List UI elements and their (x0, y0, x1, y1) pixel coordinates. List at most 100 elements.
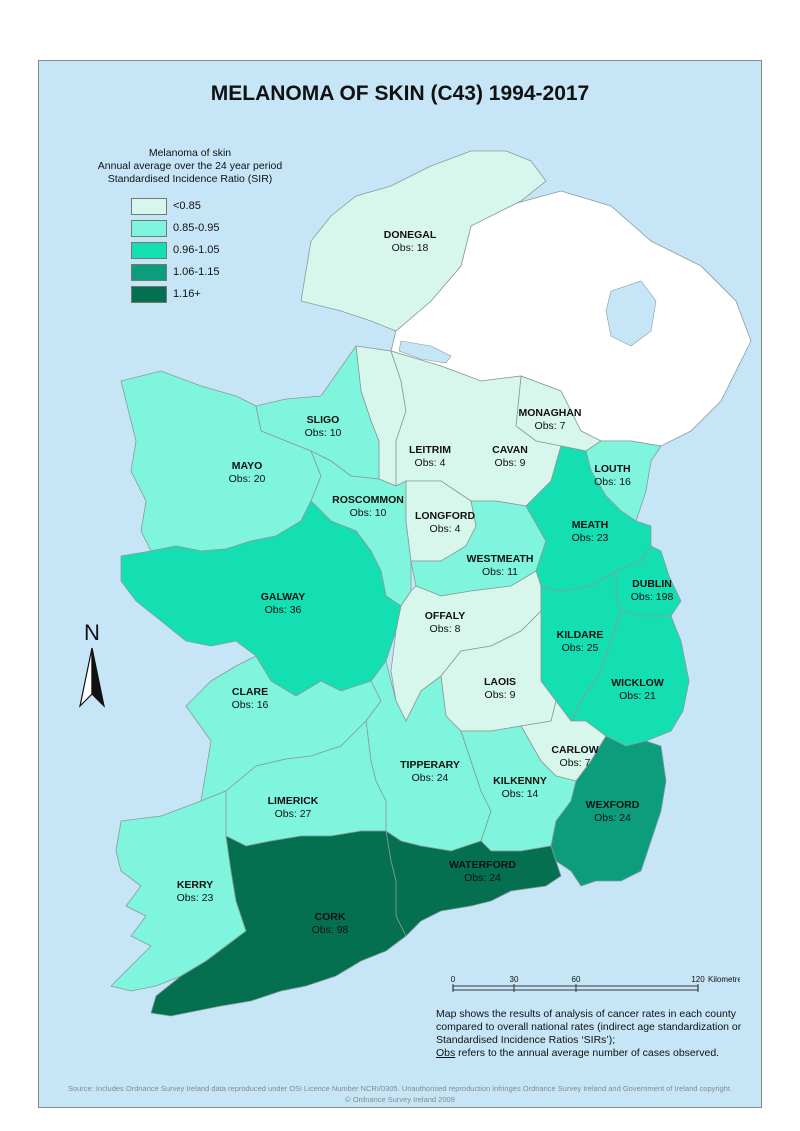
county-name: ROSCOMMON (332, 494, 404, 506)
legend-label-085-095: 0.85-0.95 (173, 222, 220, 234)
county-obs: Obs: 11 (482, 566, 518, 578)
county-label-kilkenny: KILKENNY Obs: 14 (480, 775, 560, 801)
county-name: KERRY (176, 879, 214, 891)
county-label-roscommon: ROSCOMMON Obs: 10 (318, 494, 418, 520)
county-cork-region[interactable] (150, 830, 407, 1017)
county-donegal-region[interactable] (300, 150, 547, 332)
scale-bar-graphic: 0 30 60 120 Kilometres (451, 975, 746, 992)
county-label-wexford: WEXFORD Obs: 24 (575, 799, 650, 825)
county-obs: Obs: 24 (464, 872, 501, 884)
north-arrow: N (62, 620, 122, 712)
county-name: KILDARE (556, 629, 604, 641)
legend-swatch-085-095 (131, 220, 167, 237)
county-obs: Obs: 8 (429, 623, 461, 635)
county-obs: Obs: 20 (228, 473, 266, 485)
county-name: WESTMEATH (466, 553, 534, 565)
county-name: GALWAY (260, 591, 306, 603)
lough-erne (398, 340, 452, 364)
county-name: LEITRIM (409, 444, 451, 456)
legend-swatch-106-115 (131, 264, 167, 281)
page-title: MELANOMA OF SKIN (C43) 1994-2017 (210, 82, 590, 105)
legend-heading-line-2: Annual average over the 24 year period (97, 160, 283, 172)
county-label-tipperary: TIPPERARY Obs: 24 (390, 759, 470, 785)
county-obs: Obs: 24 (411, 772, 449, 784)
county-label-meath: MEATH Obs: 23 (555, 519, 625, 545)
county-obs: Obs: 14 (501, 788, 539, 800)
county-label-longford: LONGFORD Obs: 4 (405, 510, 485, 536)
legend-swatch-lt-085 (131, 198, 167, 215)
county-obs: Obs: 10 (304, 427, 342, 439)
county-label-wicklow: WICKLOW Obs: 21 (600, 677, 675, 703)
county-obs: Obs: 4 (414, 457, 446, 469)
county-name: TIPPERARY (400, 759, 460, 771)
county-obs: Obs: 25 (561, 642, 599, 654)
county-name: WATERFORD (449, 859, 516, 871)
legend-swatch-116-plus (131, 286, 167, 303)
source-line-1: Source: Includes Ordnance Survey Ireland… (67, 1084, 733, 1093)
county-obs: Obs: 27 (274, 808, 312, 820)
county-obs: Obs: 7 (534, 420, 566, 432)
source-line-2: © Ordnance Survey Ireland 2009 (345, 1095, 455, 1104)
county-obs: Obs: 198 (630, 591, 674, 603)
county-label-dublin: DUBLIN Obs: 198 (617, 578, 687, 604)
county-name: DONEGAL (383, 229, 437, 241)
county-name: WEXFORD (585, 799, 640, 811)
county-obs: Obs: 21 (619, 690, 656, 702)
map-svg (110, 150, 752, 1017)
county-name: DUBLIN (632, 578, 672, 590)
scale-unit-label: Kilometres (708, 975, 740, 984)
scale-tick-label-60: 60 (572, 975, 581, 984)
county-wexford-region[interactable] (550, 735, 667, 887)
county-name: MONAGHAN (518, 407, 582, 419)
legend-heading-line-3: Standardised Incidence Ratio (SIR) (107, 173, 273, 185)
county-obs: Obs: 24 (594, 812, 631, 824)
legend-label-lt-085: <0.85 (173, 200, 201, 212)
note-line-3: Standardised Incidence Ratios ‘SIRs’); (436, 1034, 616, 1046)
legend-heading-line-1: Melanoma of skin (148, 147, 232, 159)
county-label-kildare: KILDARE Obs: 25 (545, 629, 615, 655)
county-label-carlow: CARLOW Obs: 7 (540, 744, 610, 770)
county-label-sligo: SLIGO Obs: 10 (288, 414, 358, 440)
county-label-louth: LOUTH Obs: 16 (580, 463, 645, 489)
county-obs: Obs: 10 (349, 507, 387, 519)
county-label-waterford: WATERFORD Obs: 24 (440, 859, 525, 885)
county-name: CAVAN (492, 444, 528, 456)
county-name: SLIGO (306, 414, 340, 426)
county-label-offaly: OFFALY Obs: 8 (410, 610, 480, 636)
north-label: N (84, 620, 100, 645)
county-obs: Obs: 4 (429, 523, 461, 535)
county-name: MEATH (571, 519, 609, 531)
county-obs: Obs: 98 (311, 924, 349, 936)
county-label-galway: GALWAY Obs: 36 (248, 591, 318, 617)
county-name: CORK (314, 911, 346, 923)
county-name: WICKLOW (611, 677, 664, 689)
county-label-leitrim: LEITRIM Obs: 4 (395, 444, 465, 470)
note-obs-term: Obs (436, 1047, 456, 1059)
county-kerry-region[interactable] (110, 790, 247, 992)
county-name: LAOIS (483, 676, 517, 688)
county-name: LONGFORD (414, 510, 476, 522)
county-label-donegal: DONEGAL Obs: 18 (370, 229, 450, 255)
county-label-cork: CORK Obs: 98 (295, 911, 365, 937)
scale-bar: 0 30 60 120 Kilometres (440, 972, 746, 1002)
county-obs: Obs: 9 (494, 457, 526, 469)
county-label-cavan: CAVAN Obs: 9 (475, 444, 545, 470)
legend-label-116-plus: 1.16+ (173, 288, 201, 300)
county-label-kerry: KERRY Obs: 23 (160, 879, 230, 905)
county-obs: Obs: 23 (571, 532, 609, 544)
county-label-limerick: LIMERICK Obs: 27 (253, 795, 333, 821)
lough-neagh (605, 280, 657, 347)
county-name: CLARE (231, 686, 269, 698)
scale-tick-label-120: 120 (691, 975, 705, 984)
county-name: OFFALY (424, 610, 466, 622)
explanatory-note: Map shows the results of analysis of can… (436, 1008, 756, 1060)
county-label-laois: LAOIS Obs: 9 (465, 676, 535, 702)
legend-label-096-105: 0.96-1.05 (173, 244, 220, 256)
source-credit: Source: Includes Ordnance Survey Ireland… (40, 1083, 760, 1105)
note-line-2: compared to overall national rates (indi… (436, 1021, 742, 1033)
county-name: MAYO (231, 460, 263, 472)
county-label-monaghan: MONAGHAN Obs: 7 (505, 407, 595, 433)
county-label-westmeath: WESTMEATH Obs: 11 (455, 553, 545, 579)
county-obs: Obs: 9 (484, 689, 516, 701)
county-obs: Obs: 7 (559, 757, 591, 769)
